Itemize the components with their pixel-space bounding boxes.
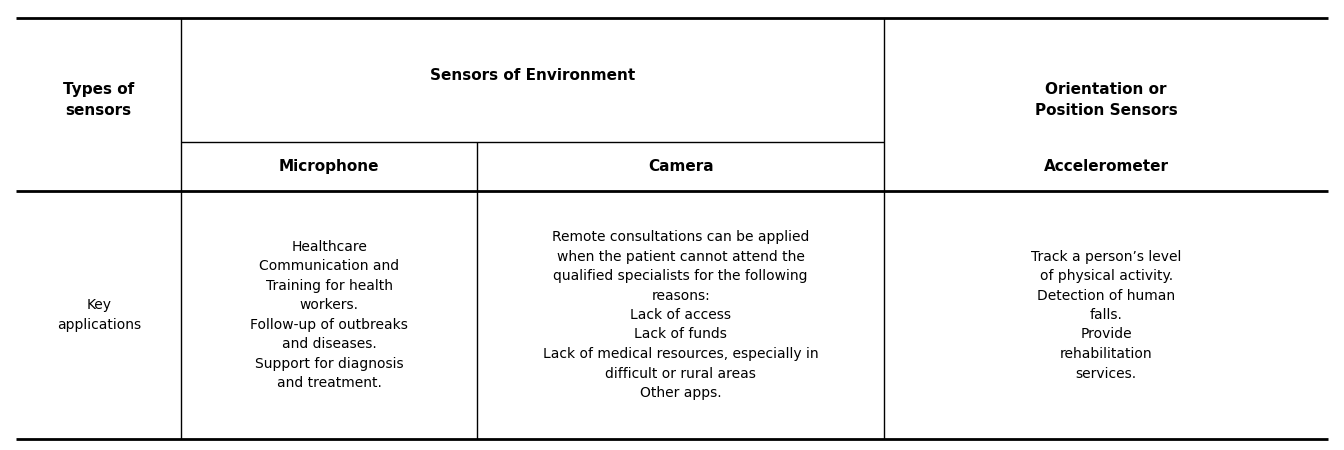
Text: Orientation or
Position Sensors: Orientation or Position Sensors xyxy=(1035,82,1177,118)
Text: Camera: Camera xyxy=(648,159,714,174)
Text: Remote consultations can be applied
when the patient cannot attend the
qualified: Remote consultations can be applied when… xyxy=(543,230,818,400)
Text: Healthcare
Communication and
Training for health
workers.
Follow-up of outbreaks: Healthcare Communication and Training fo… xyxy=(250,240,409,390)
Text: Sensors of Environment: Sensors of Environment xyxy=(430,68,636,83)
Text: Types of
sensors: Types of sensors xyxy=(63,82,134,118)
Text: Track a person’s level
of physical activity.
Detection of human
falls.
Provide
r: Track a person’s level of physical activ… xyxy=(1031,249,1181,381)
Text: Microphone: Microphone xyxy=(280,159,379,174)
Text: Key
applications: Key applications xyxy=(56,298,141,332)
Text: Accelerometer: Accelerometer xyxy=(1043,159,1169,174)
